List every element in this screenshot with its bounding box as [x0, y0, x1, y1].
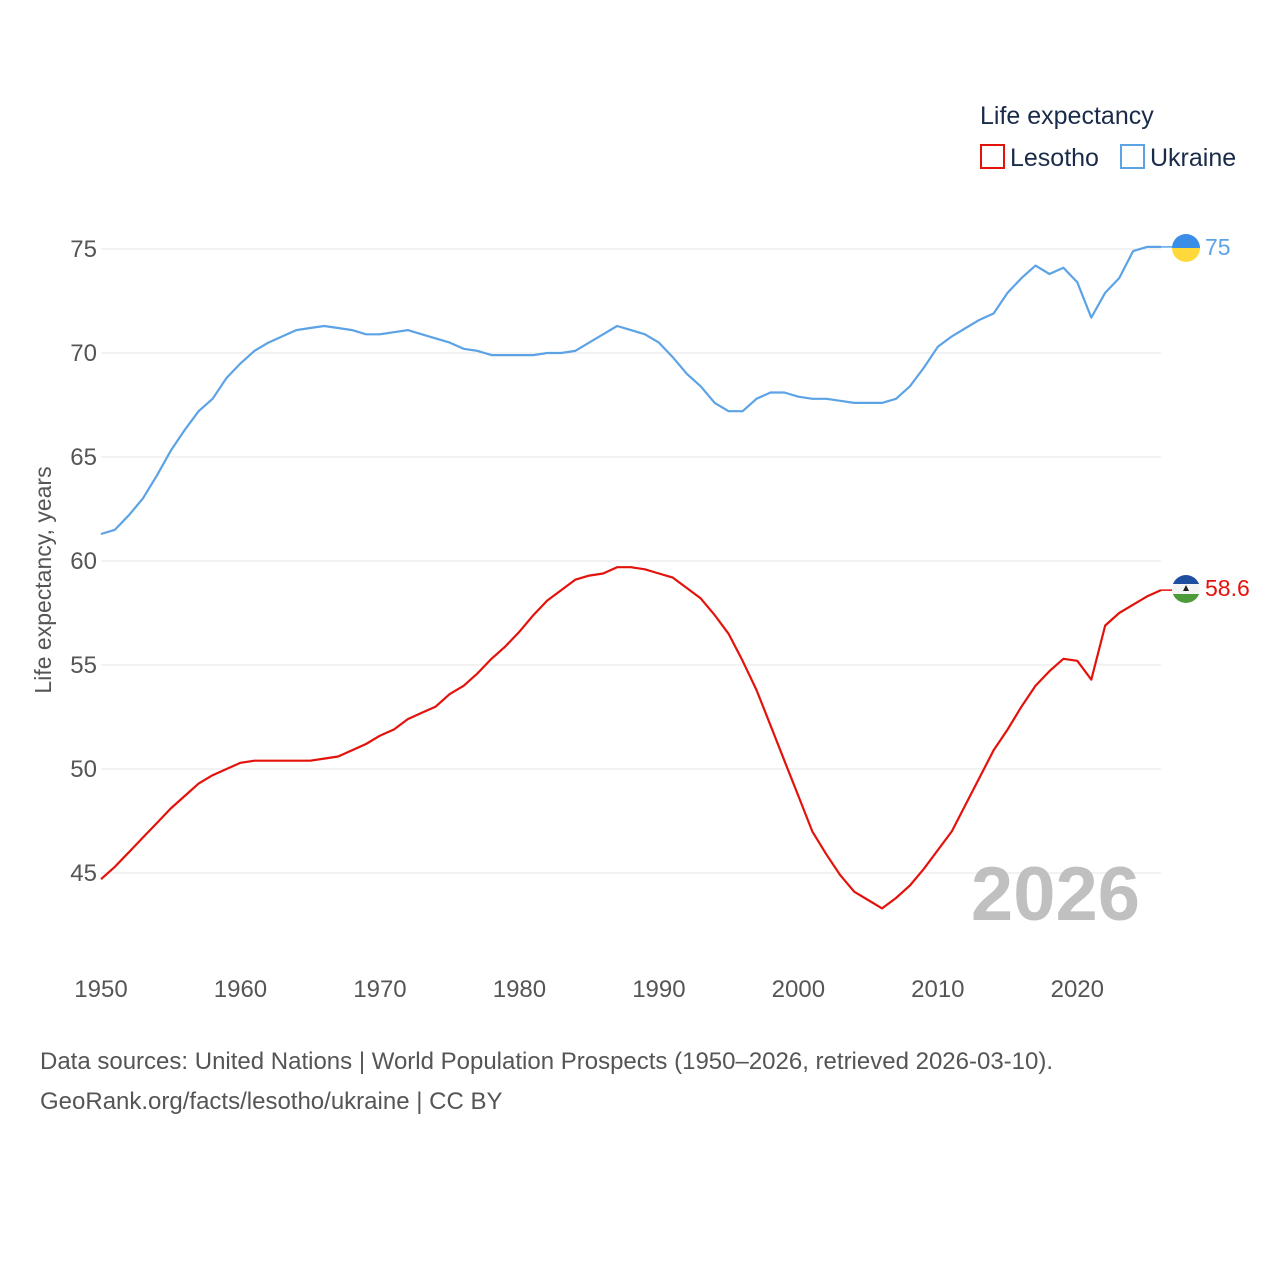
data-source-note: Data sources: United Nations | World Pop…: [40, 1048, 1054, 1075]
x-tick-label: 1950: [74, 976, 127, 1003]
x-tick-label: 2020: [1051, 976, 1104, 1003]
series-line-lesotho[interactable]: [100, 566, 1162, 910]
y-tick-label: 65: [70, 444, 97, 471]
y-tick-label: 60: [70, 548, 97, 575]
y-axis-ticks: 45 50 55 60 65 70 75: [70, 236, 97, 887]
series-lines: [100, 245, 1172, 910]
footer: Data sources: United Nations | World Pop…: [40, 1042, 1053, 1122]
end-label-lesotho: 58.6: [1205, 575, 1250, 601]
x-tick-label: 2010: [911, 976, 964, 1003]
y-tick-label: 50: [70, 756, 97, 783]
y-axis-label: Life expectancy, years: [30, 466, 56, 693]
x-tick-label: 1990: [632, 976, 685, 1003]
legend-label-lesotho: Lesotho: [1010, 144, 1099, 172]
x-tick-label: 1960: [214, 976, 267, 1003]
year-watermark: 2026: [971, 852, 1140, 937]
x-tick-label: 2000: [772, 976, 825, 1003]
legend-item-lesotho[interactable]: Lesotho: [980, 144, 1099, 172]
x-tick-label: 1980: [493, 976, 546, 1003]
y-tick-label: 45: [70, 860, 97, 887]
lesotho-flag-icon: [1172, 575, 1200, 603]
line-chart: Life expectancy Lesotho Ukraine 45 50 55 60…: [30, 102, 1250, 1003]
gridlines: [101, 248, 1161, 874]
legend-swatch-lesotho: [980, 144, 1005, 169]
y-tick-label: 75: [70, 236, 97, 263]
legend-swatch-ukraine: [1120, 144, 1145, 169]
x-axis-ticks: 1950 1960 1970 1980 1990 2000 2010 2020: [74, 976, 1104, 1003]
series-line-ukraine[interactable]: [100, 245, 1161, 536]
x-tick-label: 1970: [353, 976, 406, 1003]
attribution-link[interactable]: GeoRank.org/facts/lesotho/ukraine | CC B…: [40, 1088, 503, 1115]
legend-item-ukraine[interactable]: Ukraine: [1120, 144, 1236, 172]
legend-title: Life expectancy: [980, 102, 1154, 130]
ukraine-flag-icon: [1172, 234, 1200, 262]
end-label-ukraine: 75: [1205, 234, 1231, 260]
y-tick-label: 70: [70, 340, 97, 367]
legend-label-ukraine: Ukraine: [1150, 144, 1236, 172]
y-tick-label: 55: [70, 652, 97, 679]
